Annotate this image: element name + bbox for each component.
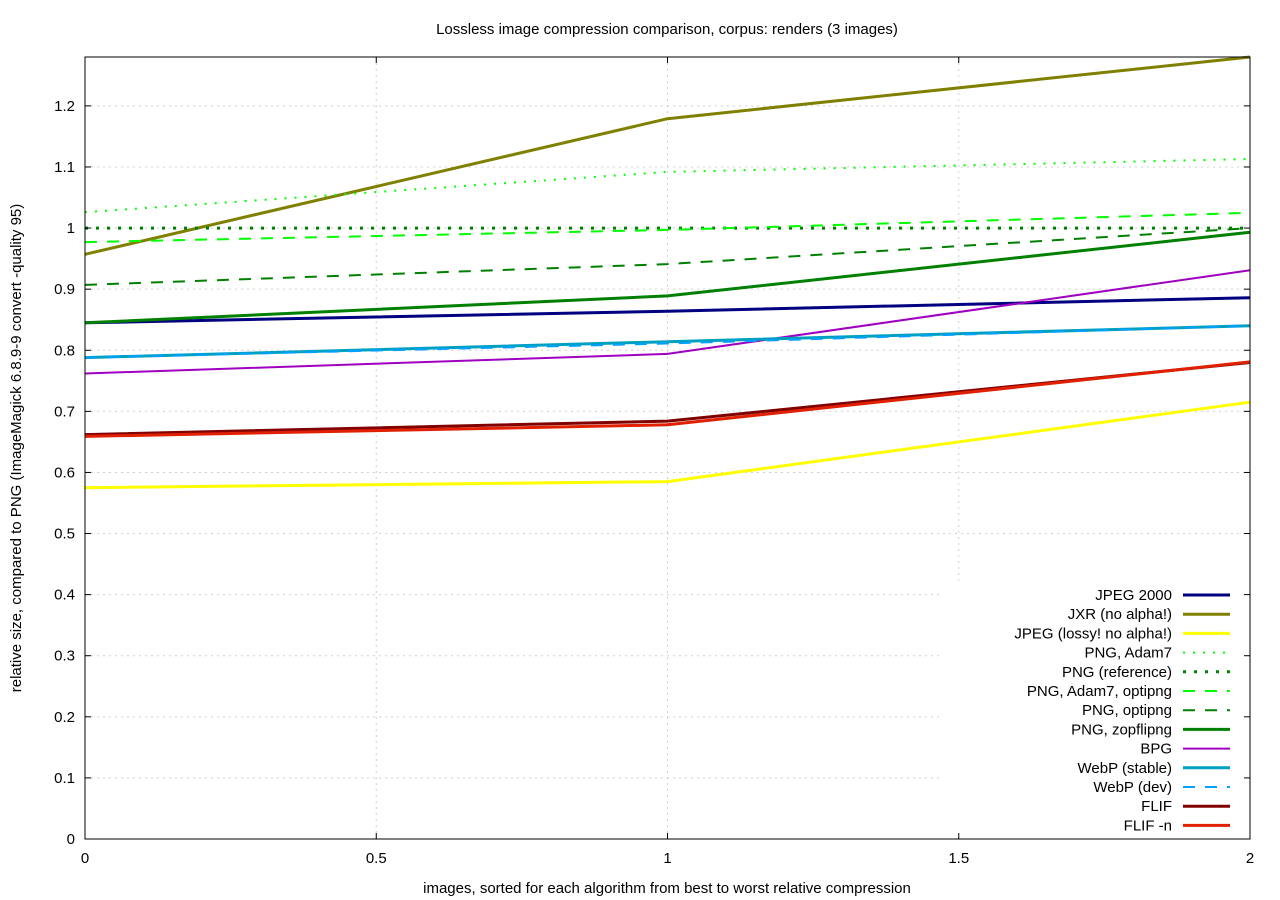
y-tick-label: 0.3 [54, 648, 75, 665]
y-tick-label: 0.2 [54, 709, 75, 726]
grid-layer [85, 57, 1250, 839]
y-tick-label: 0 [67, 831, 75, 848]
legend-label: FLIF -n [1124, 817, 1172, 834]
y-tick-label: 0.9 [54, 281, 75, 298]
y-tick-label: 0.5 [54, 526, 75, 543]
y-tick-label: 0.6 [54, 464, 75, 481]
y-tick-label: 0.7 [54, 403, 75, 420]
series-line [84, 360, 1251, 438]
legend-label: JPEG (lossy! no alpha!) [1014, 625, 1172, 642]
series-line [84, 211, 1251, 244]
legend-label: JXR (no alpha!) [1068, 606, 1172, 623]
y-tick-label: 0.1 [54, 770, 75, 787]
legend-label: FLIF [1141, 798, 1172, 815]
legend-label: PNG (reference) [1062, 664, 1172, 681]
series-layer [84, 55, 1251, 490]
tick-layer: 0 0.5 1 1.5 2 0 0.1 0.2 0.3 0.4 0.5 0.6 0.7 0.8 0.9 1 1.… [54, 57, 1254, 867]
x-tick-label: 1.5 [948, 850, 969, 867]
series-line [84, 227, 1251, 286]
y-tick-label: 1 [67, 220, 75, 237]
chart-title: Lossless image compression comparison, c… [436, 21, 898, 38]
y-tick-label: 1.1 [54, 159, 75, 176]
legend-label: PNG, Adam7, optipng [1027, 683, 1172, 700]
legend-label: PNG, zopflipng [1071, 721, 1172, 738]
series-line [84, 296, 1251, 325]
series-line [84, 55, 1251, 256]
series-line [84, 269, 1251, 375]
legend-label: BPG [1140, 741, 1172, 758]
y-tick-label: 1.2 [54, 98, 75, 115]
y-tick-label: 0.8 [54, 342, 75, 359]
x-tick-label: 0 [81, 850, 89, 867]
x-tick-label: 0.5 [366, 850, 387, 867]
series-line [84, 400, 1251, 490]
y-axis-label: relative size, compared to PNG (ImageMag… [8, 204, 25, 693]
legend-background [940, 585, 1245, 839]
y-tick-label: 0.4 [54, 587, 75, 604]
legend-label: PNG, Adam7 [1084, 645, 1172, 662]
legend-label: WebP (dev) [1093, 779, 1172, 796]
legend: JPEG 2000 JXR (no alpha!) JPEG (lossy! no … [1014, 587, 1230, 834]
legend-box [940, 585, 1245, 839]
x-tick-label: 1 [663, 850, 671, 867]
legend-label: WebP (stable) [1078, 760, 1173, 777]
series-line [84, 230, 1251, 325]
legend-label: PNG, optipng [1082, 702, 1172, 719]
x-axis-label: images, sorted for each algorithm from b… [423, 880, 911, 897]
series-line [84, 324, 1251, 359]
legend-label: JPEG 2000 [1095, 587, 1172, 604]
x-tick-label: 2 [1246, 850, 1254, 867]
